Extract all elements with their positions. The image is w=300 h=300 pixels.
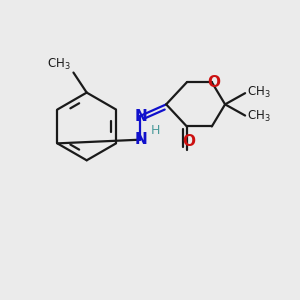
Text: CH$_3$: CH$_3$ <box>247 85 270 100</box>
Text: CH$_3$: CH$_3$ <box>247 109 270 124</box>
Text: N: N <box>134 132 147 147</box>
Text: O: O <box>182 134 195 149</box>
Text: H: H <box>151 124 160 137</box>
Text: O: O <box>207 75 220 90</box>
Text: CH$_3$: CH$_3$ <box>47 57 71 72</box>
Text: N: N <box>134 109 147 124</box>
